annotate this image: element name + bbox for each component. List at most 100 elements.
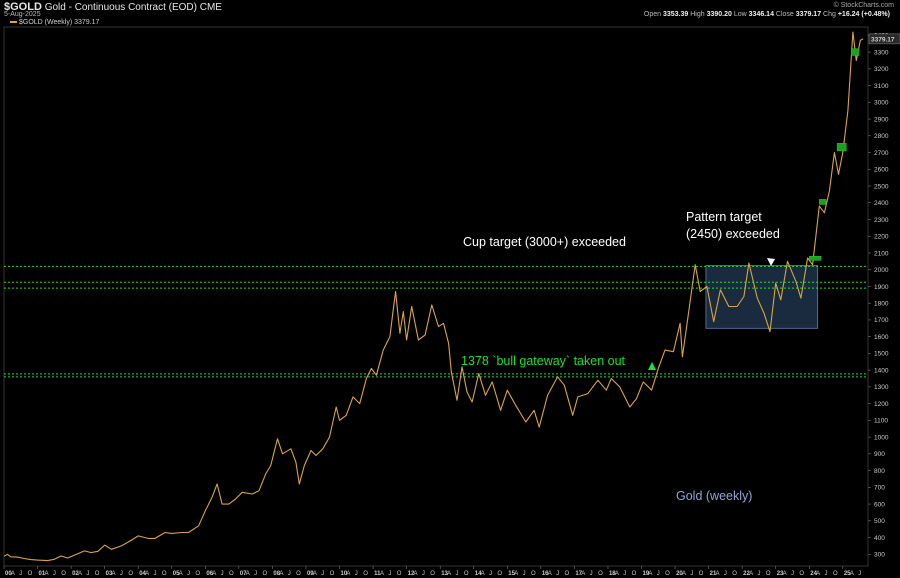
- x-minor-label: A: [682, 571, 686, 577]
- ohlc-readout: Open 3353.39 High 3390.20 Low 3346.14 Cl…: [644, 11, 890, 18]
- chg-value: +16.24 (+0.48%): [837, 11, 890, 18]
- x-minor-label: O: [263, 571, 268, 577]
- x-minor-label: O: [632, 571, 637, 577]
- x-minor-label: O: [229, 571, 234, 577]
- x-minor-label: J: [657, 571, 660, 577]
- x-tick-label: 17: [575, 571, 582, 577]
- breakout-bar: [819, 199, 827, 205]
- x-minor-label: A: [346, 571, 350, 577]
- x-tick-label: 20: [676, 571, 683, 577]
- x-minor-label: A: [749, 571, 753, 577]
- x-minor-label: A: [246, 571, 250, 577]
- x-minor-label: O: [128, 571, 133, 577]
- x-tick-label: 00: [5, 571, 12, 577]
- y-tick-label: 2900: [874, 116, 889, 123]
- x-minor-label: A: [648, 571, 652, 577]
- x-minor-label: O: [497, 571, 502, 577]
- low-value: 3346.14: [748, 11, 774, 18]
- x-tick-label: 11: [374, 571, 381, 577]
- x-minor-label: A: [380, 571, 384, 577]
- x-minor-label: A: [11, 571, 15, 577]
- x-tick-label: 23: [777, 571, 784, 577]
- x-minor-label: J: [489, 571, 492, 577]
- breakout-bar: [809, 256, 822, 261]
- x-minor-label: A: [850, 571, 854, 577]
- x-tick-label: 22: [743, 571, 750, 577]
- high-value: 3390.20: [706, 11, 732, 18]
- last-price-tag: [868, 33, 900, 45]
- x-minor-label: J: [254, 571, 257, 577]
- y-tick-label: 2300: [874, 217, 889, 224]
- x-tick-label: 10: [341, 571, 348, 577]
- x-tick-label: 14: [475, 571, 482, 577]
- x-minor-label: A: [179, 571, 183, 577]
- chart-title-gold-weekly: Gold (weekly): [676, 489, 752, 503]
- x-tick-label: 08: [273, 571, 280, 577]
- x-minor-label: O: [766, 571, 771, 577]
- x-minor-label: O: [598, 571, 603, 577]
- y-tick-label: 1200: [874, 401, 889, 408]
- x-minor-label: A: [212, 571, 216, 577]
- x-minor-label: J: [523, 571, 526, 577]
- legend-text: $GOLD (Weekly) 3379.17: [19, 19, 100, 26]
- y-tick-label: 900: [874, 451, 885, 458]
- x-minor-label: J: [19, 571, 22, 577]
- x-minor-label: A: [447, 571, 451, 577]
- y-tick-label: 500: [874, 518, 885, 525]
- x-minor-label: J: [86, 571, 89, 577]
- x-tick-label: 18: [609, 571, 616, 577]
- x-minor-label: A: [581, 571, 585, 577]
- x-minor-label: O: [28, 571, 33, 577]
- y-tick-label: 2400: [874, 200, 889, 207]
- last-price-tag-label: 3379.17: [871, 36, 895, 43]
- x-minor-label: J: [288, 571, 291, 577]
- x-tick-label: 03: [106, 571, 113, 577]
- x-minor-label: A: [145, 571, 149, 577]
- y-tick-label: 2500: [874, 183, 889, 190]
- pattern-target-arrow: [767, 258, 775, 266]
- x-minor-label: J: [221, 571, 224, 577]
- y-tick-label: 300: [874, 552, 885, 559]
- x-minor-label: J: [53, 571, 56, 577]
- x-tick-label: 02: [72, 571, 79, 577]
- bull-gateway-annotation: 1378 `bull gateway` taken out: [461, 354, 626, 368]
- x-minor-label: J: [791, 571, 794, 577]
- x-minor-label: A: [414, 571, 418, 577]
- y-tick-label: 1000: [874, 434, 889, 441]
- x-minor-label: A: [279, 571, 283, 577]
- open-label: Open: [643, 11, 662, 18]
- x-tick-label: 04: [139, 571, 146, 577]
- bull-gateway-arrow: [648, 362, 656, 370]
- x-minor-label: O: [665, 571, 670, 577]
- x-tick-label: 07: [240, 571, 247, 577]
- x-minor-label: A: [615, 571, 619, 577]
- y-tick-label: 3200: [874, 66, 889, 73]
- y-tick-label: 600: [874, 501, 885, 508]
- low-label: Low: [733, 11, 747, 18]
- y-tick-label: 1800: [874, 300, 889, 307]
- chart-header-title: $GOLD Gold - Continuous Contract (EOD) C…: [4, 1, 222, 13]
- x-minor-label: O: [162, 571, 167, 577]
- x-minor-label: J: [422, 571, 425, 577]
- y-tick-label: 1100: [874, 418, 888, 425]
- chg-label: Chg: [823, 11, 836, 18]
- x-tick-label: 15: [508, 571, 515, 577]
- x-minor-label: O: [732, 571, 737, 577]
- breakout-bar: [836, 143, 847, 152]
- cup-target-annotation: Cup target (3000+) exceeded: [463, 235, 626, 249]
- x-minor-label: O: [565, 571, 570, 577]
- x-tick-label: 21: [710, 571, 717, 577]
- close-value: 3379.17: [795, 11, 822, 18]
- plot-frame: [3, 26, 869, 567]
- y-tick-label: 2200: [874, 234, 889, 241]
- x-minor-label: A: [481, 571, 485, 577]
- y-tick-label: 2000: [874, 267, 889, 274]
- x-minor-label: O: [397, 571, 402, 577]
- x-minor-label: O: [699, 571, 704, 577]
- x-minor-label: O: [430, 571, 435, 577]
- x-minor-label: J: [556, 571, 559, 577]
- x-minor-label: O: [464, 571, 469, 577]
- x-minor-label: J: [757, 571, 760, 577]
- x-minor-label: J: [455, 571, 458, 577]
